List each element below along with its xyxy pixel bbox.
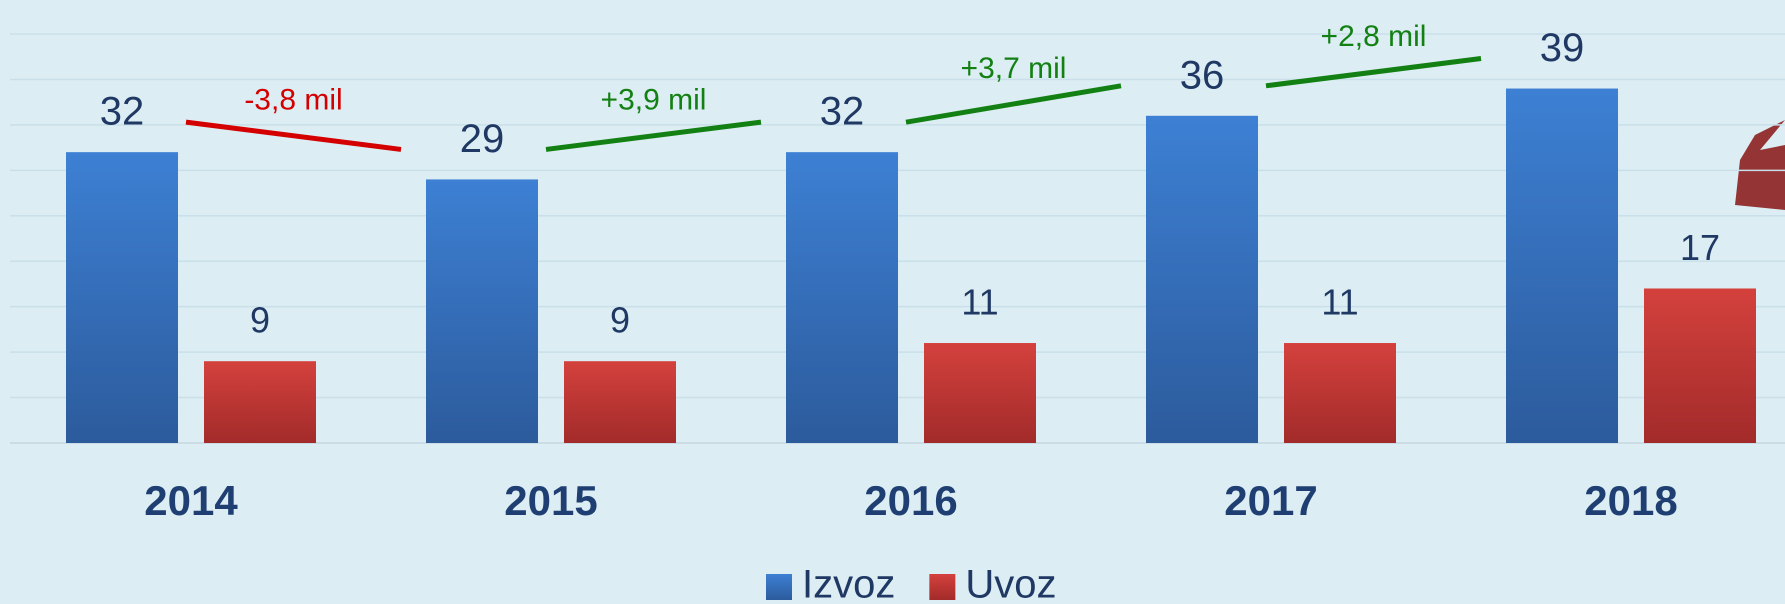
legend-swatch [766,574,792,600]
legend-label: Uvoz [965,563,1056,604]
x-tick-label: 2017 [1224,477,1317,524]
legend-swatch [929,574,956,600]
bar [426,179,538,443]
annotation: +3,7 mil [961,52,1067,85]
value-label: 39 [1540,26,1585,70]
bar [66,152,178,443]
bar [1146,115,1258,444]
bar [204,361,316,443]
bar [924,343,1036,443]
value-label: 32 [820,90,865,134]
annotation: -3,8 mil [244,84,342,117]
value-label: 36 [1180,53,1225,97]
trend-line [1265,56,1482,89]
arrow [1735,120,1785,210]
value-label: 11 [1321,282,1358,323]
value-label: 9 [250,300,270,341]
x-tick-label: 2016 [864,477,957,524]
annotation: +3,9 mil [601,84,707,117]
value-label: 17 [1680,227,1720,268]
value-label: 11 [961,282,998,323]
bar [786,152,898,443]
annotation: +2,8 mil [1321,20,1427,53]
x-tick-label: 2018 [1584,477,1677,524]
bar [564,361,676,443]
trend-line [185,119,402,152]
bar [1644,288,1756,443]
value-label: 29 [460,117,505,161]
legend-label: Izvoz [802,563,895,604]
bar [1506,88,1618,444]
x-tick-label: 2014 [144,477,238,524]
x-tick-label: 2015 [504,477,597,524]
trend-line [545,119,762,152]
value-label: 32 [100,90,145,134]
trend-line [905,83,1122,125]
bar [1284,343,1396,443]
value-label: 9 [610,300,630,341]
